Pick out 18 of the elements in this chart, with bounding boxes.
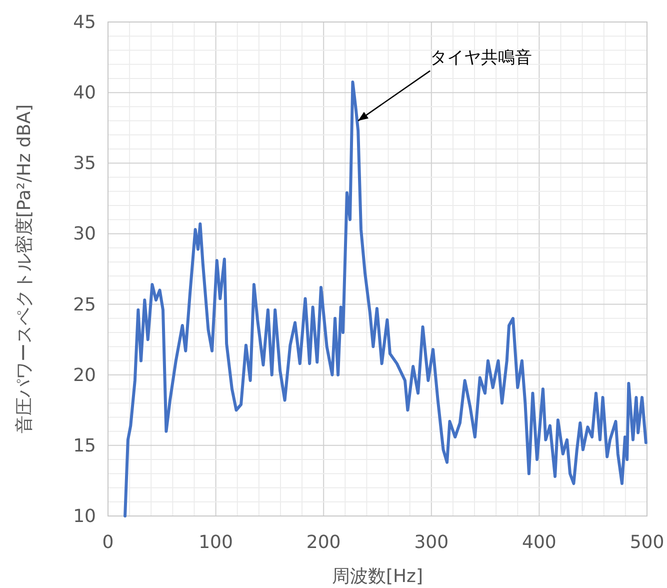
y-tick-label: 25 [73,294,96,316]
x-tick-label: 300 [414,532,449,553]
x-tick-label: 200 [306,532,341,553]
y-tick-label: 20 [73,364,96,386]
y-tick-label: 10 [73,506,96,527]
x-tick-label: 400 [522,532,556,553]
x-tick-label: 500 [630,532,664,553]
y-tick-label: 40 [73,82,96,104]
y-tick-label: 30 [73,224,96,245]
x-axis-title: 周波数[Hz] [332,566,424,587]
y-tick-label: 35 [73,153,96,174]
annotation: タイヤ共鳴音 [430,48,532,68]
y-axis-title: 音圧パワースペクトル密度[Pa²/Hz dBA] [14,104,35,434]
x-tick-label: 0 [102,532,114,553]
x-tick-label: 100 [198,532,233,553]
y-tick-label: 45 [73,12,96,33]
y-tick-label: 15 [73,435,96,456]
line-series [124,80,648,518]
